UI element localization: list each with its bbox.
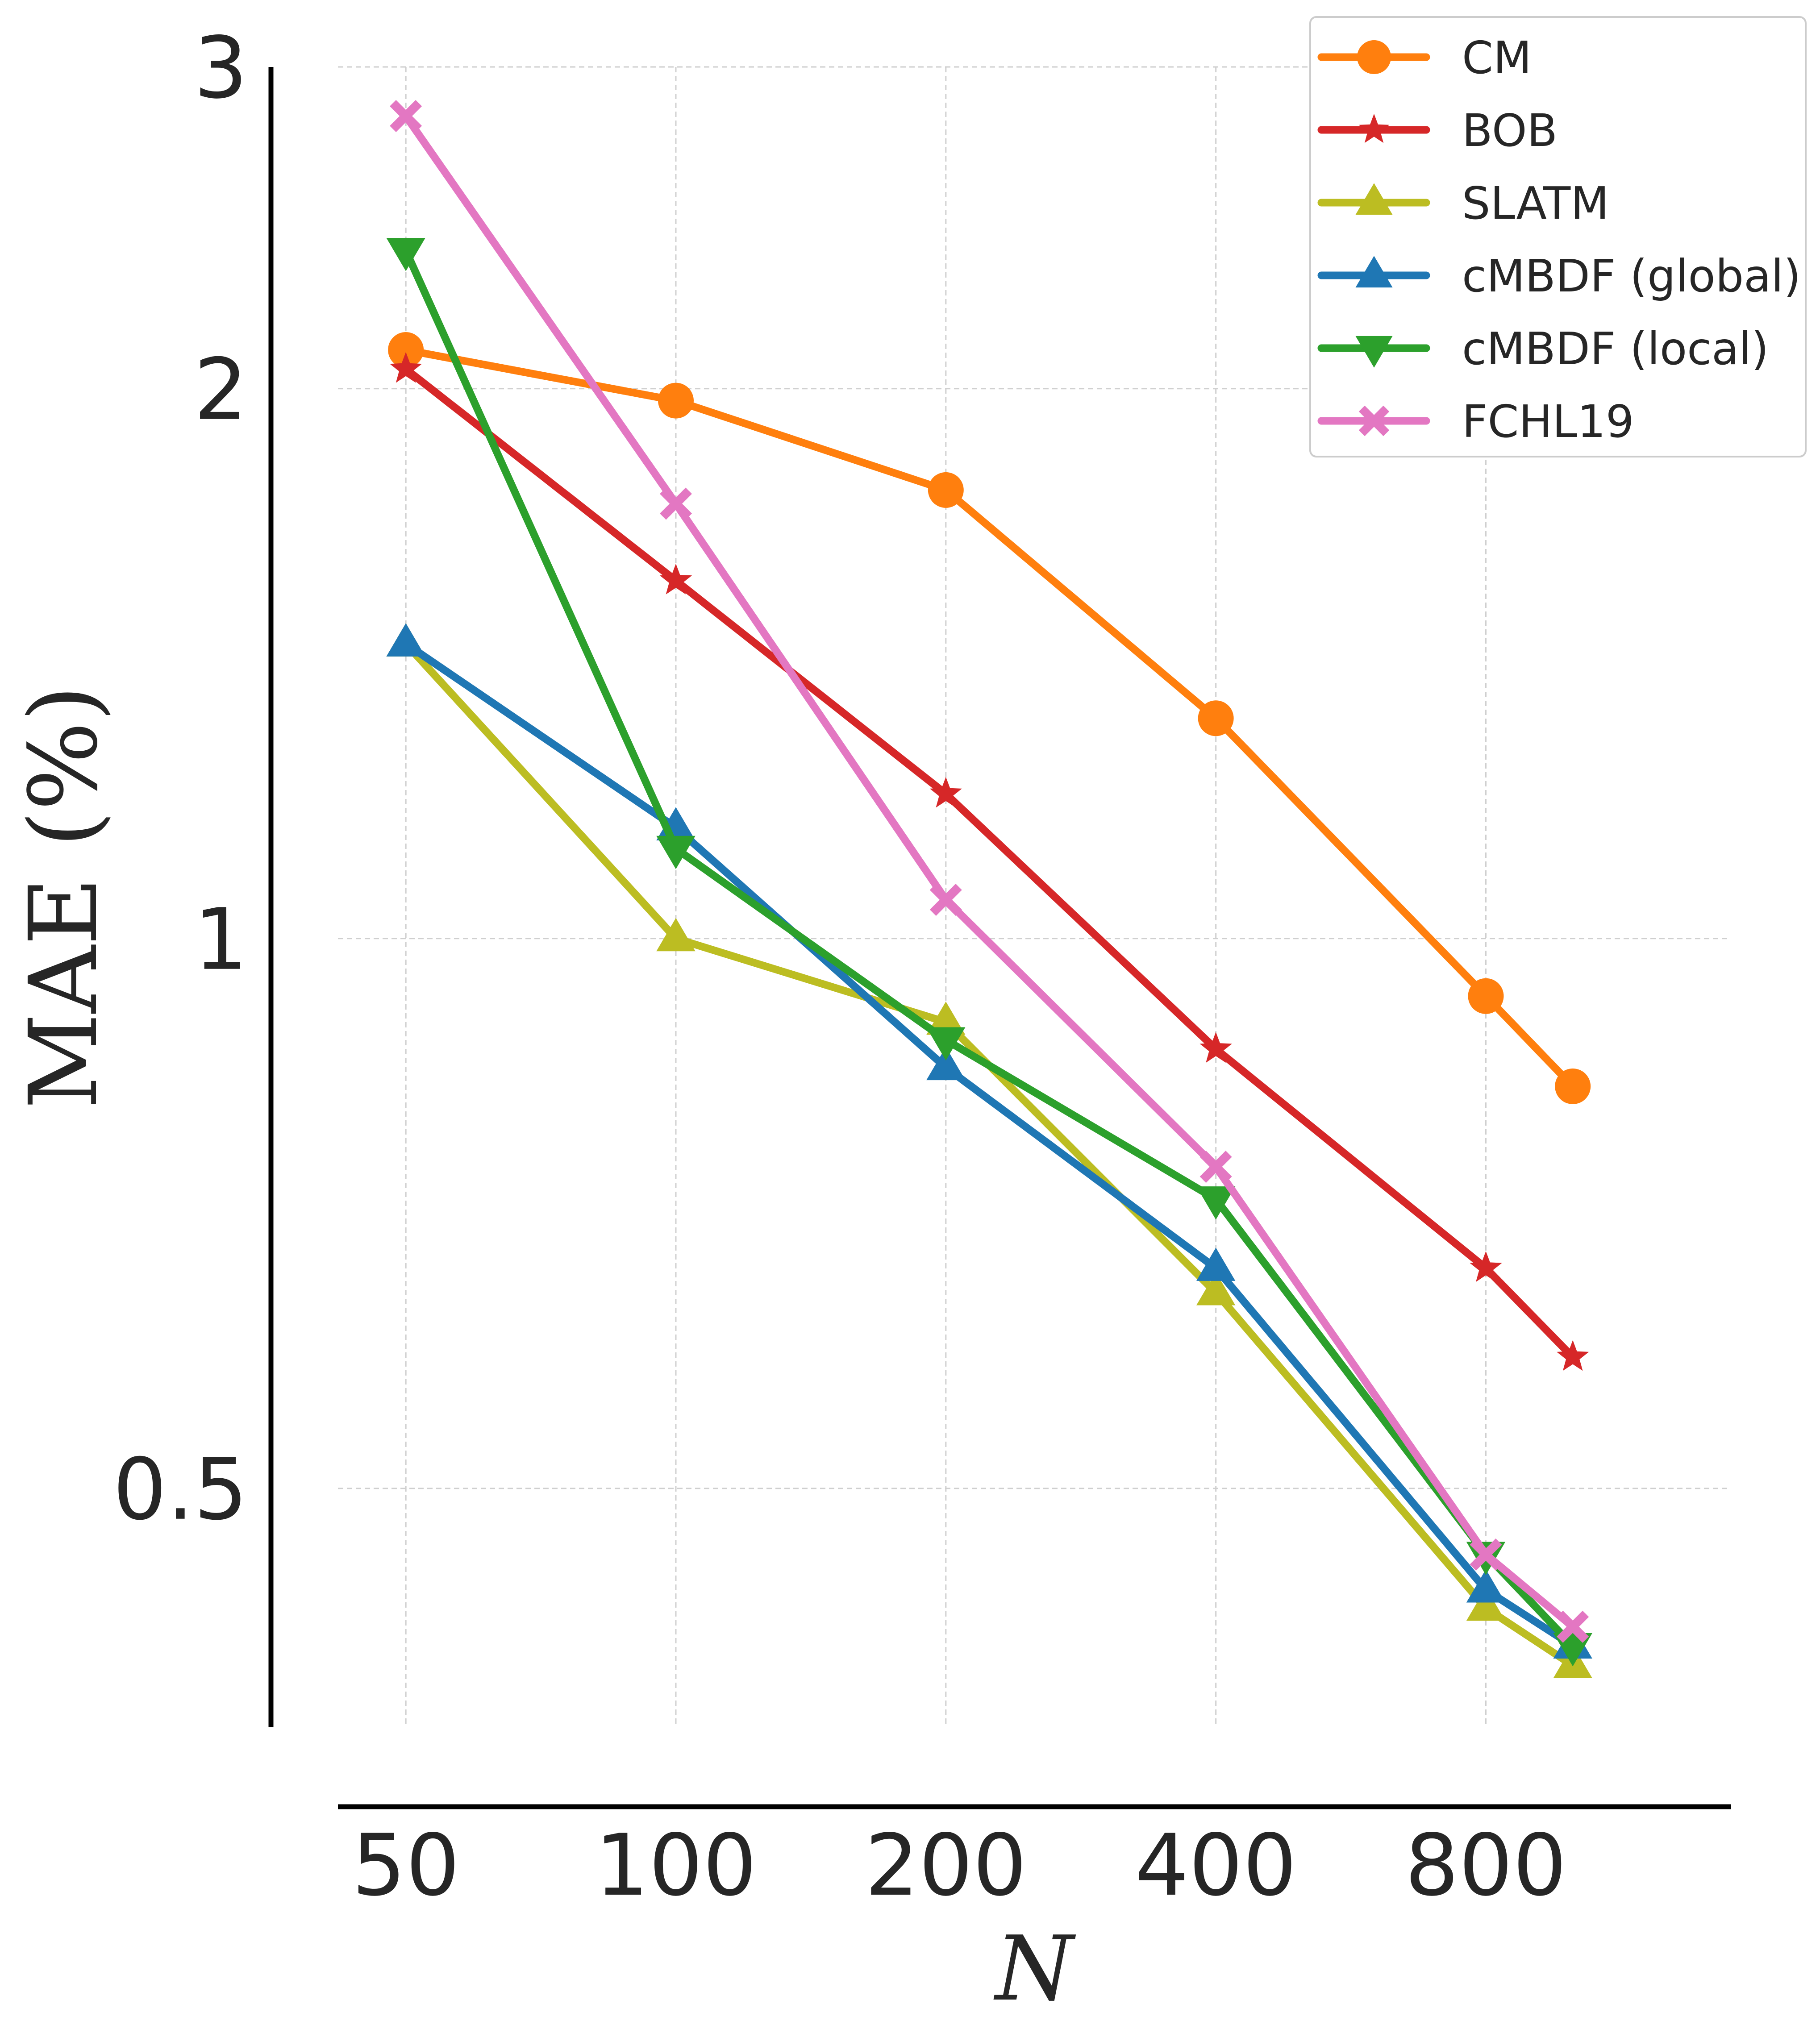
x-tick-label: 200: [865, 1816, 1027, 1915]
legend-entry: CM: [1317, 32, 1532, 84]
legend-entry: cMBDF (global): [1317, 250, 1801, 302]
legend-marker: [1358, 113, 1390, 143]
data-point: [926, 1027, 966, 1060]
data-point: [1196, 1272, 1236, 1306]
data-point: [659, 564, 692, 595]
legend-marker: [1355, 256, 1393, 288]
y-tick-label: 3: [194, 19, 248, 117]
legend-entry: BOB: [1317, 104, 1558, 157]
series-line: [402, 346, 1577, 1090]
legend-label: FCHL19: [1462, 395, 1634, 448]
legend-marker: [1355, 336, 1393, 368]
data-point: [1555, 1068, 1591, 1104]
data-point: [658, 383, 694, 419]
series-fchl19: [390, 100, 1589, 1643]
series-line: [402, 112, 1577, 1631]
data-point: [386, 237, 425, 271]
data-point: [388, 332, 424, 368]
tick-labels: 50 100 200 400 800 0.5 1 2 3: [113, 19, 1567, 1915]
data-point: [1196, 1247, 1236, 1281]
legend-label: SLATM: [1462, 177, 1609, 229]
legend-label: BOB: [1462, 104, 1558, 157]
x-tick-label: 50: [352, 1816, 460, 1915]
legend-label: CM: [1462, 32, 1532, 84]
data-point: [656, 836, 696, 869]
data-point: [928, 472, 964, 508]
legend-marker: [1358, 405, 1390, 437]
series-bob: [390, 352, 1589, 1371]
data-point: [929, 777, 962, 808]
axes: [268, 67, 1731, 1809]
data-point: [1198, 700, 1234, 736]
legend-marker: [1355, 183, 1393, 215]
legend-label: cMBDF (global): [1462, 250, 1801, 302]
series-group: [386, 100, 1592, 1678]
series-line: [402, 365, 1577, 1361]
data-point: [1557, 1340, 1589, 1371]
data-point: [1557, 1610, 1589, 1643]
data-point: [386, 623, 425, 657]
data-point: [1468, 978, 1504, 1014]
data-point: [1199, 1151, 1232, 1183]
legend: CM BOB SLATM cMBDF (global) cMBDF (local) FCH…: [1309, 16, 1807, 457]
data-point: [390, 100, 422, 132]
x-axis-title: N: [994, 1917, 1076, 2021]
data-point: [1466, 1587, 1506, 1621]
data-point: [1470, 1538, 1502, 1571]
x-tick-label: 100: [595, 1816, 757, 1915]
series-cm: [388, 332, 1591, 1104]
data-point: [660, 487, 692, 520]
y-axis-title: MAE (%): [9, 685, 118, 1109]
legend-frame: [1309, 16, 1807, 457]
data-point: [1470, 1251, 1502, 1282]
x-tick-label: 400: [1135, 1816, 1297, 1915]
legend-entry: SLATM: [1317, 177, 1609, 229]
data-point: [1466, 1569, 1506, 1603]
y-tick-label: 2: [194, 341, 248, 439]
data-point: [926, 1047, 966, 1081]
data-point: [656, 918, 696, 952]
data-point: [390, 352, 422, 383]
data-point: [1196, 1186, 1236, 1220]
y-tick-label: 0.5: [113, 1440, 248, 1539]
x-tick-label: 800: [1405, 1816, 1567, 1915]
y-tick-label: 1: [194, 890, 248, 989]
legend-entry: FCHL19: [1317, 395, 1634, 448]
data-point: [1199, 1032, 1232, 1063]
legend-marker: [1357, 40, 1391, 74]
data-point: [929, 884, 962, 916]
legend-entry: cMBDF (local): [1317, 323, 1769, 375]
data-point: [926, 1002, 966, 1035]
legend-label: cMBDF (local): [1462, 323, 1769, 375]
